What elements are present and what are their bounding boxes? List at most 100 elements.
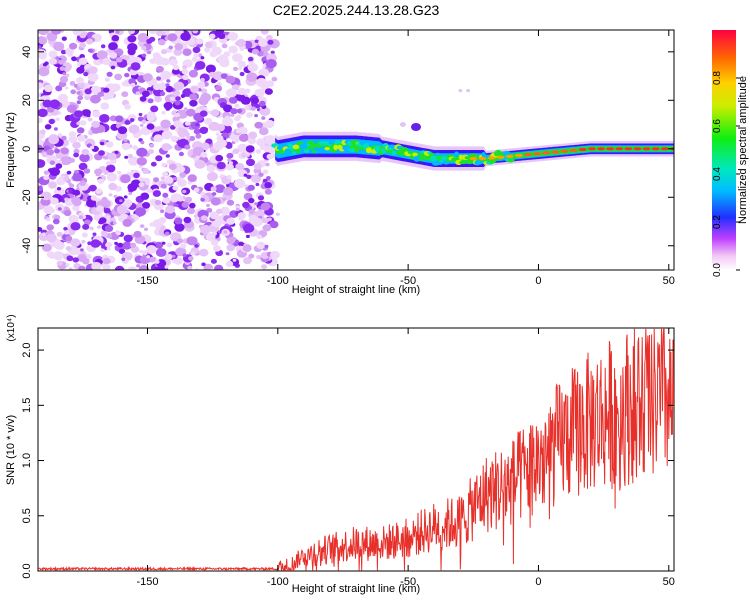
- noise-blob: [48, 50, 58, 58]
- noise-blob: [235, 128, 242, 134]
- colorbar-tick-label: 0.8: [712, 71, 723, 85]
- noise-blob: [210, 258, 217, 264]
- noise-blob: [251, 217, 263, 227]
- noise-blob: [47, 168, 54, 173]
- noise-blob: [156, 76, 162, 81]
- noise-blob: [248, 209, 255, 215]
- noise-blob: [70, 104, 77, 110]
- y-tick-label: 2.0: [21, 342, 33, 357]
- noise-blob: [162, 197, 171, 204]
- noise-blob: [227, 158, 232, 162]
- noise-blob: [174, 113, 180, 118]
- noise-blob: [265, 135, 277, 145]
- noise-blob: [189, 202, 196, 209]
- noise-blob: [179, 172, 187, 178]
- noise-blob: [142, 168, 149, 174]
- noise-blob: [38, 30, 49, 36]
- signal-blob: [507, 158, 515, 163]
- signal-band: [271, 89, 674, 216]
- noise-blob: [244, 184, 248, 188]
- noise-blob: [127, 183, 138, 192]
- noise-blob: [209, 211, 220, 220]
- noise-blob: [92, 110, 101, 118]
- noise-blob: [123, 195, 128, 199]
- noise-blob: [185, 108, 196, 117]
- noise-blob: [128, 266, 137, 270]
- noise-blob: [103, 87, 110, 93]
- signal-blob: [469, 153, 478, 158]
- noise-blob: [129, 118, 135, 122]
- noise-blob: [165, 205, 176, 214]
- noise-blob: [57, 207, 62, 211]
- signal-blob: [319, 141, 324, 146]
- noise-blob: [115, 115, 124, 123]
- noise-blob: [215, 85, 222, 91]
- noise-blob: [104, 77, 110, 82]
- noise-blob: [205, 64, 216, 74]
- noise-blob: [87, 72, 99, 82]
- noise-blob: [52, 251, 64, 261]
- signal-blob: [348, 148, 357, 152]
- noise-blob: [48, 135, 60, 145]
- noise-blob: [236, 108, 243, 114]
- noise-blob: [242, 244, 252, 252]
- noise-blob: [226, 175, 232, 180]
- noise-blob: [108, 193, 113, 197]
- noise-blob: [189, 93, 197, 100]
- signal-blob: [300, 142, 309, 149]
- noise-blob: [141, 45, 147, 51]
- noise-blob: [103, 170, 109, 176]
- noise-blob: [61, 135, 67, 141]
- noise-blob: [59, 75, 69, 83]
- noise-blob: [260, 30, 269, 35]
- noise-blob: [247, 137, 256, 145]
- noise-blob: [64, 197, 69, 202]
- noise-blob: [217, 82, 222, 87]
- noise-blob: [38, 186, 43, 192]
- signal-core: [524, 153, 532, 157]
- noise-blob: [148, 149, 154, 154]
- noise-blob: [66, 170, 72, 175]
- noise-blob: [87, 117, 93, 122]
- noise-blob: [266, 34, 273, 41]
- noise-blob: [82, 258, 90, 265]
- noise-blob: [175, 96, 181, 101]
- noise-blob: [128, 30, 135, 35]
- snr-x-axis: -150 -100 -50 0 50: [136, 328, 675, 588]
- noise-blob: [206, 171, 218, 182]
- noise-blob: [215, 154, 224, 162]
- noise-blob: [73, 152, 79, 158]
- noise-blob: [124, 120, 131, 125]
- noise-blob: [214, 264, 224, 270]
- noise-blob: [118, 248, 126, 255]
- noise-blob: [63, 226, 68, 231]
- noise-blob: [226, 217, 235, 225]
- signal-blob: [407, 151, 414, 155]
- noise-blob: [238, 67, 242, 71]
- noise-blob: [53, 41, 65, 52]
- noise-blob: [248, 131, 258, 139]
- noise-blob: [247, 184, 255, 191]
- noise-blob: [237, 212, 246, 220]
- noise-blob: [174, 43, 183, 51]
- noise-blob: [102, 58, 111, 65]
- noise-blob: [91, 120, 100, 128]
- noise-blob: [232, 136, 240, 143]
- signal-core: [551, 150, 560, 154]
- noise-blob: [48, 118, 55, 125]
- noise-blob: [193, 214, 198, 218]
- noise-blob: [270, 250, 280, 259]
- noise-blob: [260, 202, 271, 211]
- noise-blob: [76, 77, 84, 84]
- noise-blob: [158, 85, 165, 91]
- noise-blob: [190, 85, 199, 93]
- noise-blob: [225, 143, 233, 149]
- noise-blob: [120, 174, 131, 184]
- noise-blob: [239, 71, 245, 77]
- noise-blob: [139, 96, 147, 102]
- noise-blob: [186, 236, 198, 246]
- snr-y-label: SNR (10 * v/v): [5, 415, 17, 485]
- noise-blob: [70, 89, 76, 95]
- noise-blob: [80, 248, 84, 252]
- signal-blob: [291, 151, 297, 155]
